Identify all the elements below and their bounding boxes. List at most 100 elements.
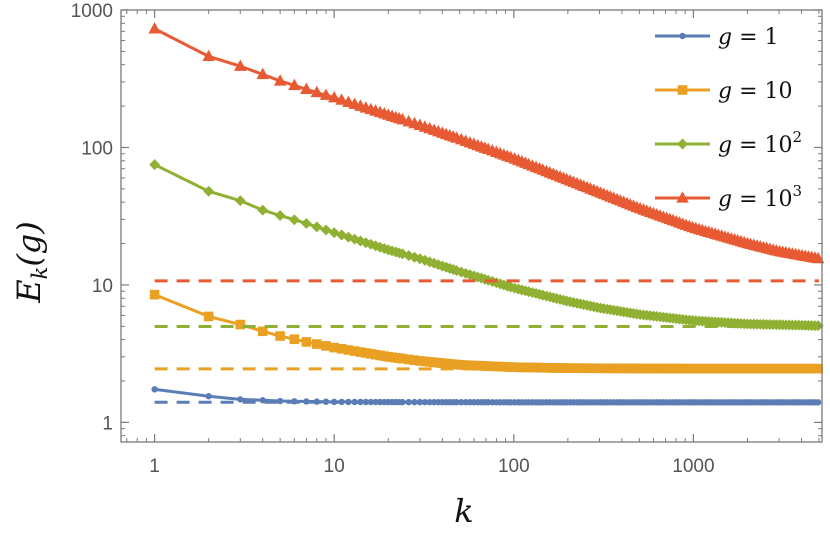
- legend-label-exponent: 2: [793, 128, 803, 146]
- series-4-point: [256, 67, 269, 80]
- x-axis-title: k: [454, 492, 473, 530]
- y-axis-title-main: E: [10, 279, 48, 303]
- y-tick-label: 100: [81, 138, 113, 159]
- series-4-markers: [148, 22, 825, 264]
- series-1-point: [453, 399, 460, 406]
- series-3-point: [812, 320, 824, 332]
- legend-item-3: g = 102: [655, 128, 802, 158]
- series-4-point: [273, 74, 287, 86]
- series-3-point: [349, 233, 361, 245]
- legend-label-prefix: g =: [718, 79, 765, 104]
- legend-swatch-marker: [677, 138, 688, 150]
- series-2-point: [275, 331, 285, 341]
- legend-label: g = 10: [718, 79, 793, 104]
- series-1-point: [351, 398, 358, 406]
- legend-item-1: g = 1: [655, 25, 779, 50]
- x-tick-label: 1: [149, 456, 160, 477]
- series-1-point: [322, 398, 330, 405]
- legend-swatch-marker: [679, 32, 686, 40]
- series-4-point: [319, 88, 333, 100]
- series-1-point: [399, 398, 406, 406]
- legend-item-4: g = 103: [655, 182, 802, 212]
- series-1-point: [362, 398, 370, 406]
- series-1-point: [276, 397, 284, 405]
- series-4-point: [300, 82, 313, 94]
- axes-frame: 1 10 100 1000 1 10 100 1000: [71, 1, 823, 477]
- series-4-point: [288, 78, 301, 91]
- series-1-point: [151, 386, 158, 393]
- legend-label-prefix: g =: [718, 187, 765, 212]
- series-1-point: [303, 398, 310, 405]
- series-3-point: [288, 214, 300, 226]
- legend-swatch-marker: [676, 191, 689, 203]
- series-1-point: [338, 398, 345, 406]
- series-3-point: [419, 254, 431, 266]
- plot-frame: [120, 9, 823, 443]
- legend-label-value: 10: [765, 79, 793, 104]
- x-tick-label: 10: [324, 456, 345, 477]
- series-1-point: [458, 399, 465, 406]
- series-1-point: [411, 398, 418, 406]
- legend-label: g = 1: [718, 25, 779, 50]
- x-tick-label: 1000: [672, 456, 714, 477]
- y-tick-label: 1: [102, 413, 113, 434]
- series-3-point: [274, 210, 286, 221]
- legend-label-exponent: 3: [793, 182, 803, 200]
- series-4-point: [234, 59, 247, 71]
- series-1-markers: [151, 386, 822, 406]
- series-1-point: [814, 399, 822, 406]
- series-3-point: [320, 224, 332, 236]
- series-4-point: [335, 93, 348, 105]
- series-4-point: [310, 85, 324, 98]
- series-1-point: [426, 398, 433, 406]
- series-2-point: [257, 326, 268, 337]
- y-tick-label: 1000: [71, 1, 113, 22]
- y-tick-label: 10: [92, 276, 113, 297]
- series-4-point: [148, 22, 161, 34]
- legend-label-value: 10: [765, 187, 793, 212]
- series-1-point: [237, 396, 244, 403]
- y-axis-title-rest: (g): [10, 221, 48, 266]
- legend-label-value: 10: [765, 133, 793, 158]
- series-2-point: [311, 339, 322, 349]
- y-axis-title: Ek(g): [10, 221, 52, 304]
- series-4-point: [811, 251, 825, 264]
- series-2-point: [289, 334, 300, 345]
- series-1-point: [291, 398, 298, 405]
- series-1-point: [357, 398, 364, 406]
- series-1-point: [416, 398, 424, 406]
- legend-label-prefix: g =: [718, 133, 765, 158]
- series-4-point: [202, 49, 215, 62]
- legend-label-prefix: g =: [718, 25, 765, 50]
- series-3-point: [300, 217, 312, 229]
- legend-label: g = 103: [718, 182, 802, 212]
- series-3-point: [257, 204, 269, 216]
- series-3-point: [342, 231, 354, 243]
- series-2-point: [203, 311, 214, 322]
- series-1-point: [313, 398, 320, 405]
- plot-area: [148, 22, 825, 406]
- series-1-point: [367, 398, 375, 406]
- legend-item-2: g = 10: [655, 79, 793, 104]
- series-3-markers: [149, 159, 824, 332]
- legend-label: g = 102: [718, 128, 802, 158]
- series-4-point: [327, 90, 341, 103]
- series-1-point: [331, 398, 338, 406]
- series-1-point: [205, 393, 212, 400]
- x-tick-label: 100: [498, 456, 530, 477]
- series-3-point: [311, 221, 323, 233]
- series-3-point: [203, 185, 215, 197]
- series-3-point: [234, 195, 246, 207]
- series-2-point: [321, 341, 331, 351]
- series-1-point: [372, 398, 379, 406]
- series-1-point: [345, 398, 352, 406]
- series-2-markers: [149, 289, 823, 374]
- legend-label-value: 1: [765, 25, 779, 50]
- series-1-point: [259, 397, 266, 404]
- legend-swatch-marker: [677, 85, 688, 95]
- series-2-point: [813, 363, 823, 374]
- series-1-point: [405, 398, 412, 406]
